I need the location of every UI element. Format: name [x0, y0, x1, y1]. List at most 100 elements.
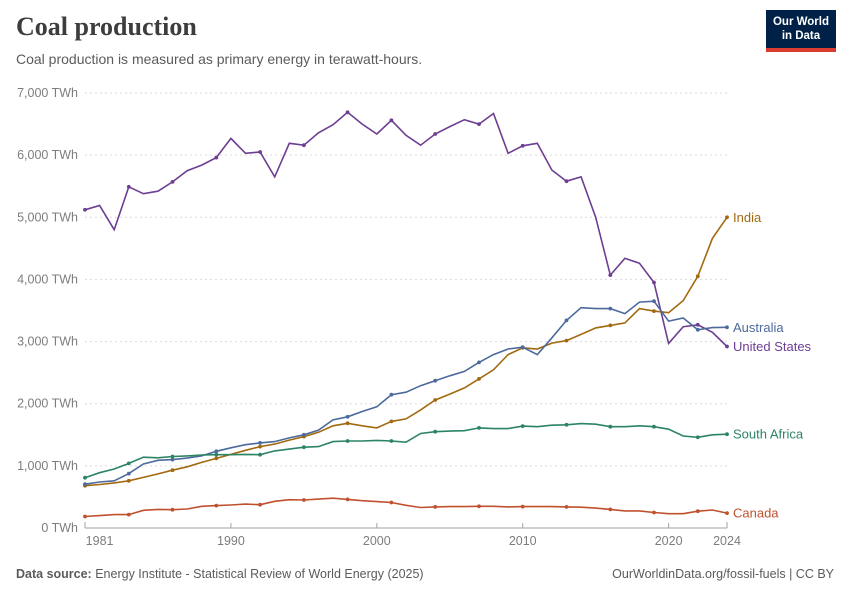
point-south-africa: [345, 439, 350, 443]
chart-subtitle: Coal production is measured as primary e…: [16, 51, 423, 67]
point-australia: [126, 471, 131, 476]
point-south-africa: [725, 432, 729, 437]
point-united-states: [170, 180, 175, 184]
point-united-states: [389, 118, 394, 123]
line-canada[interactable]: [84, 497, 728, 518]
owid-link-license[interactable]: OurWorldinData.org/fossil-fuels | CC BY: [612, 567, 834, 581]
point-canada: [520, 504, 525, 509]
point-united-states: [564, 179, 569, 184]
data-source-label: Data source:: [16, 567, 92, 581]
x-tick-label: 2010: [509, 534, 537, 548]
point-india: [345, 421, 350, 426]
point-india: [725, 215, 729, 220]
point-australia: [725, 325, 729, 330]
point-united-states: [695, 322, 700, 327]
point-australia: [302, 432, 306, 437]
point-india: [608, 323, 613, 328]
line-india[interactable]: [84, 216, 728, 487]
y-tick-label: 2,000 TWh: [17, 397, 78, 411]
point-canada: [83, 514, 87, 519]
point-united-states: [302, 143, 306, 148]
point-australia: [520, 345, 525, 350]
y-tick-label: 5,000 TWh: [17, 210, 78, 224]
owid-logo-line1: Our World: [772, 16, 829, 28]
point-canada: [477, 504, 481, 509]
point-india: [652, 309, 656, 313]
point-south-africa: [520, 424, 525, 428]
data-source-note: Data source: Energy Institute - Statisti…: [16, 567, 424, 581]
point-australia: [214, 449, 219, 454]
x-tick-label: 2000: [363, 534, 391, 548]
point-australia: [345, 414, 350, 419]
line-australia[interactable]: [84, 300, 728, 485]
point-united-states: [433, 132, 438, 136]
owid-logo[interactable]: Our World in Data: [765, 10, 836, 52]
line-south-africa[interactable]: [84, 422, 728, 479]
point-india: [433, 398, 438, 402]
point-australia: [695, 327, 700, 332]
point-india: [170, 468, 175, 473]
series-label-australia[interactable]: Australia: [733, 320, 784, 335]
point-australia: [258, 441, 262, 445]
point-india: [695, 274, 700, 279]
point-united-states: [258, 150, 262, 154]
point-south-africa: [564, 422, 569, 427]
point-india: [258, 444, 262, 449]
x-tick-label: 2024: [713, 534, 741, 548]
point-canada: [258, 502, 262, 507]
point-united-states: [652, 280, 656, 285]
point-united-states: [83, 207, 87, 212]
point-canada: [389, 500, 394, 505]
point-canada: [433, 505, 438, 509]
point-australia: [564, 318, 569, 323]
point-south-africa: [126, 461, 131, 466]
point-canada: [652, 510, 656, 515]
point-united-states: [477, 122, 481, 126]
y-tick-label: 4,000 TWh: [17, 272, 78, 286]
point-south-africa: [695, 435, 700, 440]
series-label-south-africa[interactable]: South Africa: [733, 427, 804, 442]
owid-logo-line2: in Data: [781, 29, 821, 42]
point-united-states: [345, 110, 350, 115]
point-canada: [302, 498, 306, 502]
y-tick-label: 7,000 TWh: [17, 86, 78, 100]
point-south-africa: [608, 424, 613, 429]
point-united-states: [126, 184, 131, 189]
point-south-africa: [302, 445, 306, 450]
series-label-canada[interactable]: Canada: [733, 506, 779, 521]
point-canada: [126, 512, 131, 517]
x-tick-label: 2020: [655, 534, 683, 548]
point-canada: [608, 507, 613, 512]
data-source-text: Energy Institute - Statistical Review of…: [91, 567, 424, 581]
series-label-india[interactable]: India: [733, 210, 762, 225]
point-australia: [477, 360, 481, 365]
point-canada: [345, 497, 350, 502]
point-australia: [83, 482, 87, 487]
series-label-united-states[interactable]: United States: [733, 339, 812, 354]
chart-header: Coal production Coal production is measu…: [16, 12, 716, 67]
point-united-states: [520, 143, 525, 148]
point-united-states: [608, 273, 613, 277]
point-india: [564, 338, 569, 343]
point-india: [477, 377, 481, 381]
point-south-africa: [214, 452, 219, 457]
point-australia: [652, 299, 656, 304]
point-south-africa: [477, 426, 481, 430]
line-united-states[interactable]: [84, 111, 728, 348]
point-australia: [389, 392, 394, 397]
x-tick-label: 1990: [217, 534, 245, 548]
chart-footer: Data source: Energy Institute - Statisti…: [16, 567, 834, 581]
point-canada: [564, 505, 569, 509]
point-united-states: [725, 344, 729, 349]
point-south-africa: [258, 452, 262, 457]
y-tick-label: 1,000 TWh: [17, 459, 78, 473]
point-united-states: [214, 155, 219, 160]
point-south-africa: [170, 454, 175, 459]
point-canada: [695, 509, 700, 514]
point-south-africa: [652, 424, 656, 429]
point-australia: [433, 378, 438, 383]
y-tick-label: 3,000 TWh: [17, 335, 78, 349]
point-south-africa: [389, 439, 394, 443]
